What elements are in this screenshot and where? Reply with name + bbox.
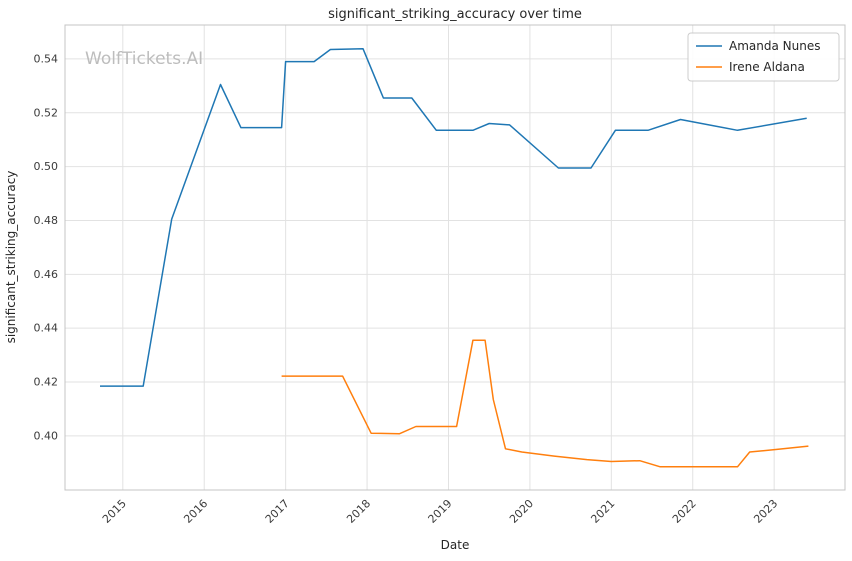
- x-tick-label: 2017: [263, 497, 292, 526]
- grid-layer: [65, 25, 845, 490]
- y-tick-label: 0.48: [34, 214, 59, 227]
- series-layer: [100, 47, 809, 468]
- x-tick-label: 2016: [181, 497, 210, 526]
- x-tick-label: 2015: [100, 497, 129, 526]
- watermark: WolfTickets.AI: [85, 49, 203, 69]
- x-tick-label: 2023: [751, 497, 780, 526]
- x-tick-label: 2021: [588, 497, 617, 526]
- x-tick-label: 2019: [426, 497, 455, 526]
- legend-label-irene-aldana: Irene Aldana: [729, 60, 805, 74]
- y-tick-label: 0.40: [34, 429, 59, 442]
- x-tick-label: 2018: [344, 497, 373, 526]
- series-line-0: [100, 47, 807, 387]
- legend-label-amanda-nunes: Amanda Nunes: [729, 39, 820, 53]
- axes-spine: [64, 24, 846, 491]
- chart-title: significant_striking_accuracy over time: [328, 7, 582, 22]
- legend-box: [687, 32, 840, 82]
- y-axis-label: significant_striking_accuracy: [4, 171, 18, 344]
- y-tick-label: 0.54: [34, 52, 59, 65]
- x-tick-label: 2022: [670, 497, 699, 526]
- legend: Amanda Nunes Irene Aldana: [687, 32, 840, 82]
- y-tick-label: 0.44: [34, 322, 59, 335]
- y-tick-label: 0.46: [34, 268, 59, 281]
- x-axis-label: Date: [441, 538, 470, 552]
- y-tick-label: 0.42: [34, 376, 59, 389]
- x-tick-label: 2020: [507, 497, 536, 526]
- plot-area: [65, 25, 845, 490]
- series-line-1: [281, 339, 809, 468]
- y-tick-label: 0.50: [34, 160, 59, 173]
- y-tick-label: 0.52: [34, 106, 59, 119]
